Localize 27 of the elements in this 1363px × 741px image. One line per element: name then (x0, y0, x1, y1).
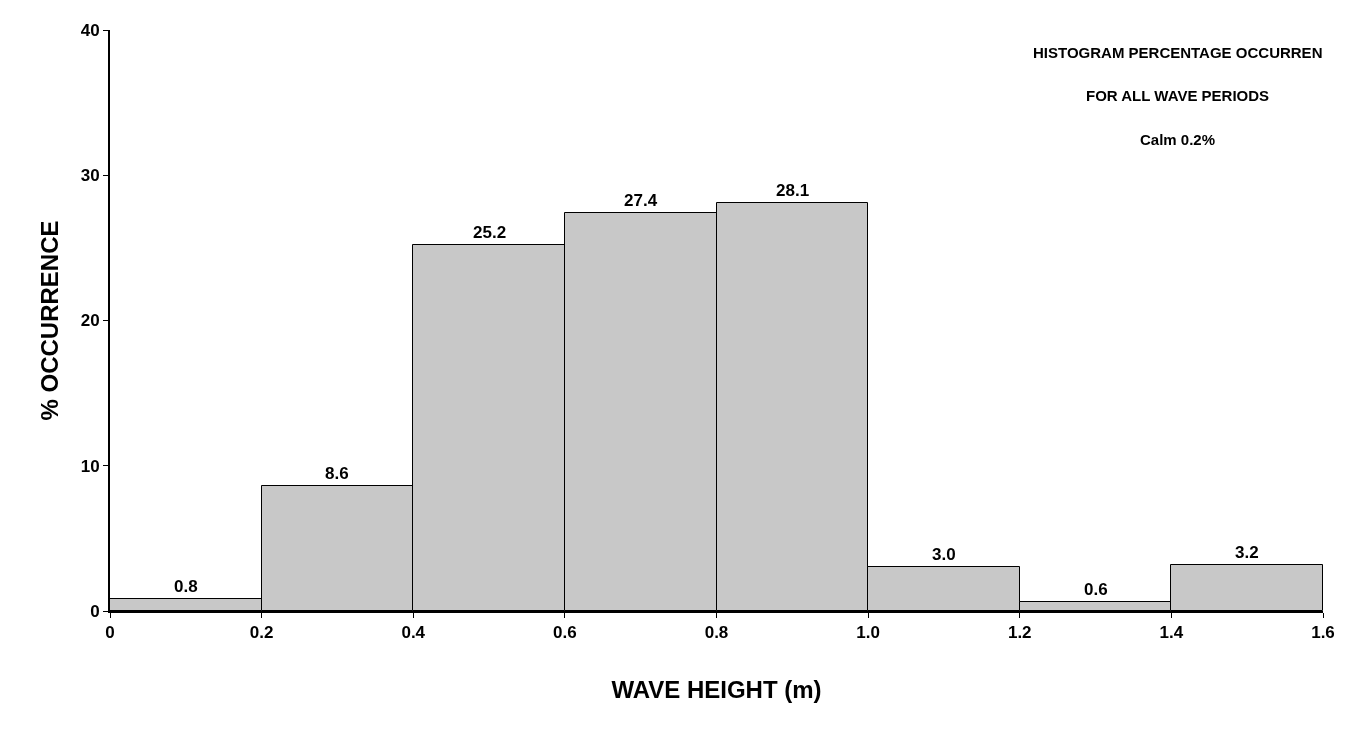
y-tick-label: 10 (80, 456, 100, 476)
y-tick-label: 20 (80, 311, 100, 331)
y-tick-label: 40 (80, 20, 100, 40)
annotation: HISTOGRAM PERCENTAGE OCCURREN (1033, 44, 1323, 61)
annotation: FOR ALL WAVE PERIODS (1086, 87, 1270, 104)
x-tick-label: 1.6 (1311, 623, 1335, 643)
x-axis-title: WAVE HEIGHT (m) (611, 676, 822, 704)
data-label: 27.4 (624, 191, 658, 210)
x-tick-label: 1.2 (1007, 623, 1032, 643)
data-label: 3.0 (932, 545, 956, 564)
x-tick-label: 1.4 (1159, 623, 1184, 643)
x-tick-label: 0.6 (553, 623, 577, 643)
data-label: 25.2 (473, 223, 507, 242)
x-tick-label: 0 (105, 623, 115, 643)
x-tick-label: 0.4 (401, 623, 426, 643)
data-label: 0.6 (1084, 580, 1108, 599)
data-label: 28.1 (776, 181, 810, 200)
data-label: 8.6 (325, 464, 349, 483)
data-label: 3.2 (1235, 543, 1259, 562)
y-tick-label: 0 (90, 601, 100, 621)
data-label: 0.8 (174, 577, 198, 596)
y-tick-label: 30 (80, 166, 100, 186)
y-axis-title: % OCCURRENCE (36, 220, 64, 421)
annotation: Calm 0.2% (1140, 131, 1216, 148)
x-tick-label: 0.8 (704, 623, 729, 643)
x-tick-label: 0.2 (249, 623, 274, 643)
x-tick-label: 1.0 (856, 623, 880, 643)
